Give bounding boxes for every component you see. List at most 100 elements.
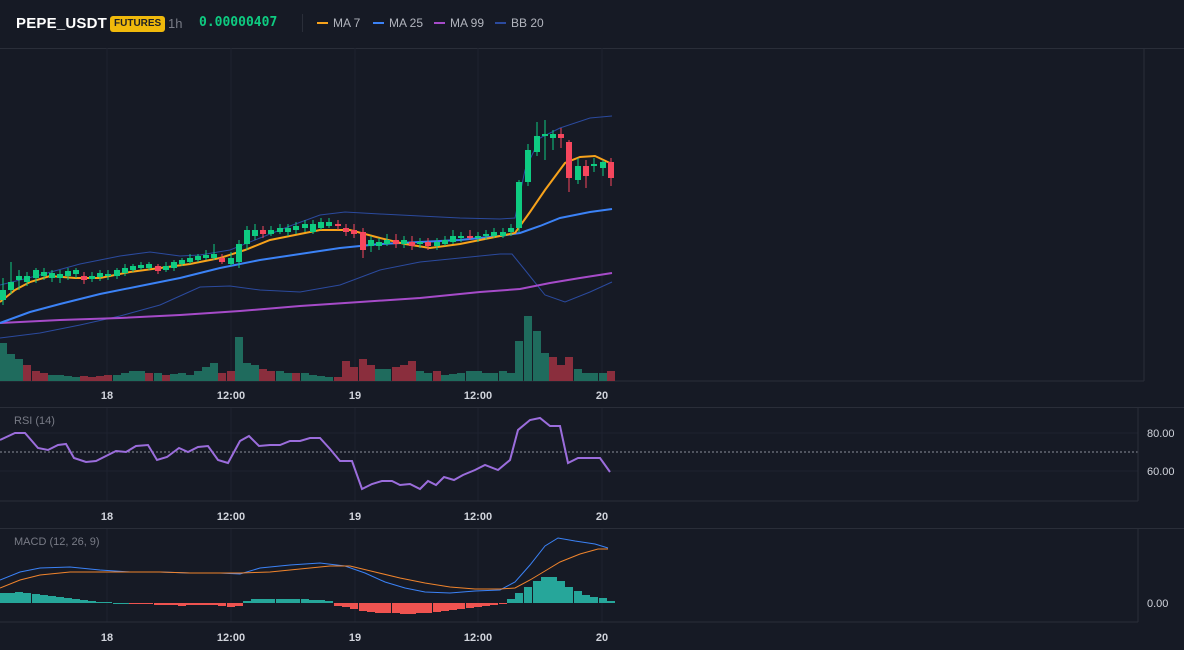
macd-histogram-bar	[457, 603, 465, 609]
macd-histogram-bar	[202, 603, 210, 605]
macd-histogram-bar	[507, 599, 515, 603]
macd-histogram-bar	[104, 602, 112, 603]
rsi-chart[interactable]: 80.00 60.00 18 12:00 19 12:00 20	[0, 407, 1184, 503]
ma25-line	[0, 208, 613, 324]
macd-histogram-bar	[424, 603, 432, 613]
candle-body	[130, 266, 136, 270]
candle-body	[575, 166, 581, 180]
volume-bar	[243, 363, 251, 381]
macd-chart[interactable]: 0.00	[0, 528, 1184, 624]
macd-histogram-bar	[590, 597, 598, 603]
candle-body	[368, 240, 374, 246]
macd-histogram-bar	[499, 603, 507, 604]
macd-histogram-bar	[7, 593, 15, 603]
legend-ma7[interactable]: MA 7	[317, 16, 360, 30]
last-price: 0.00000407	[199, 15, 278, 30]
volume-bar	[301, 373, 309, 381]
volume-bar	[309, 375, 317, 381]
macd-histogram-bar	[524, 587, 532, 603]
chart-header: PEPE_USDT FUTURES 1h 0.00000407 MA 7 MA …	[0, 0, 1184, 49]
candle-body	[260, 230, 266, 234]
candle-body	[179, 260, 185, 264]
macd-histogram-bar	[88, 601, 96, 603]
macd-histogram-bar	[267, 599, 275, 603]
candle-body	[401, 240, 407, 244]
rsi-label: RSI (14)	[14, 415, 55, 427]
candle-body	[302, 224, 308, 228]
volume-bar	[40, 373, 48, 381]
macd-histogram-bar	[145, 603, 153, 604]
main-time-axis: 18 12:00 19 12:00 20	[101, 390, 608, 402]
candle-body	[458, 236, 464, 238]
volume-bar	[424, 373, 432, 381]
volume-bar	[490, 373, 498, 381]
macd-histogram-bar	[309, 600, 317, 603]
rsi-time-axis: 18 12:00 19 12:00 20	[101, 511, 608, 523]
candle-body	[542, 134, 548, 136]
candle-body	[608, 162, 614, 178]
candle-body	[41, 272, 47, 276]
macd-histogram-bar	[408, 603, 416, 614]
futures-badge: FUTURES	[110, 16, 166, 32]
rsi-line	[0, 416, 611, 491]
macd-axis-label-1200a: 12:00	[217, 632, 245, 644]
macd-histogram-bar	[375, 603, 383, 613]
macd-histogram-bar	[23, 593, 31, 603]
macd-histogram-bar	[433, 603, 441, 612]
symbol-title[interactable]: PEPE_USDT	[16, 15, 107, 32]
macd-signal-line	[0, 548, 608, 590]
macd-histogram-bar	[72, 599, 80, 603]
legend-ma25[interactable]: MA 25	[373, 16, 423, 30]
candle-body	[326, 222, 332, 226]
volume-bar	[218, 373, 226, 381]
candle-body	[187, 258, 193, 262]
rsi-grid	[0, 408, 1138, 501]
candle-body	[277, 228, 283, 232]
candle-body	[525, 150, 531, 182]
rsi-axis-label-1200a: 12:00	[217, 511, 245, 523]
interval-selector[interactable]: 1h	[168, 16, 183, 31]
volume-bar	[7, 354, 15, 381]
macd-histogram-bar	[400, 603, 408, 614]
candle-body	[65, 271, 71, 276]
macd-histogram-bar	[235, 603, 243, 606]
volume-bar	[227, 371, 235, 381]
volume-bar	[433, 371, 441, 381]
candle-body	[434, 242, 440, 246]
ma99-line	[0, 272, 613, 324]
macd-histogram-bar	[367, 603, 375, 612]
volume-bar	[121, 373, 129, 381]
macd-histogram-bar	[599, 598, 607, 603]
volume-bar	[334, 377, 342, 381]
macd-histogram-bar	[32, 594, 40, 603]
macd-histogram-bar	[0, 593, 7, 603]
rsi-axis-label-19: 19	[349, 511, 361, 523]
volume-bar	[235, 337, 243, 381]
volume-bar	[507, 373, 515, 381]
candle-body	[467, 236, 473, 238]
candle-body	[384, 240, 390, 244]
candle-body	[558, 134, 564, 138]
legend-bb20[interactable]: BB 20	[495, 16, 544, 30]
volume-bar	[129, 371, 137, 381]
volume-bar	[607, 371, 615, 381]
macd-histogram-bar	[178, 603, 186, 606]
volume-bar	[137, 371, 145, 381]
macd-histogram-bar	[482, 603, 490, 606]
legend-ma99[interactable]: MA 99	[434, 16, 484, 30]
macd-axis-label-20: 20	[596, 632, 608, 644]
candle-body	[236, 244, 242, 262]
candle-body	[534, 136, 540, 152]
price-chart[interactable]	[0, 48, 1184, 408]
volume-bar	[400, 365, 408, 381]
volume-bar	[259, 369, 267, 381]
volume-bar	[474, 371, 482, 381]
volume-bar	[15, 359, 23, 381]
candle-body	[285, 228, 291, 232]
candle-body	[252, 230, 258, 236]
macd-histogram-bar	[342, 603, 350, 607]
candle-body	[409, 242, 415, 246]
rsi-axis-label-1200b: 12:00	[464, 511, 492, 523]
candle-body	[417, 242, 423, 244]
candle-body	[57, 274, 63, 278]
